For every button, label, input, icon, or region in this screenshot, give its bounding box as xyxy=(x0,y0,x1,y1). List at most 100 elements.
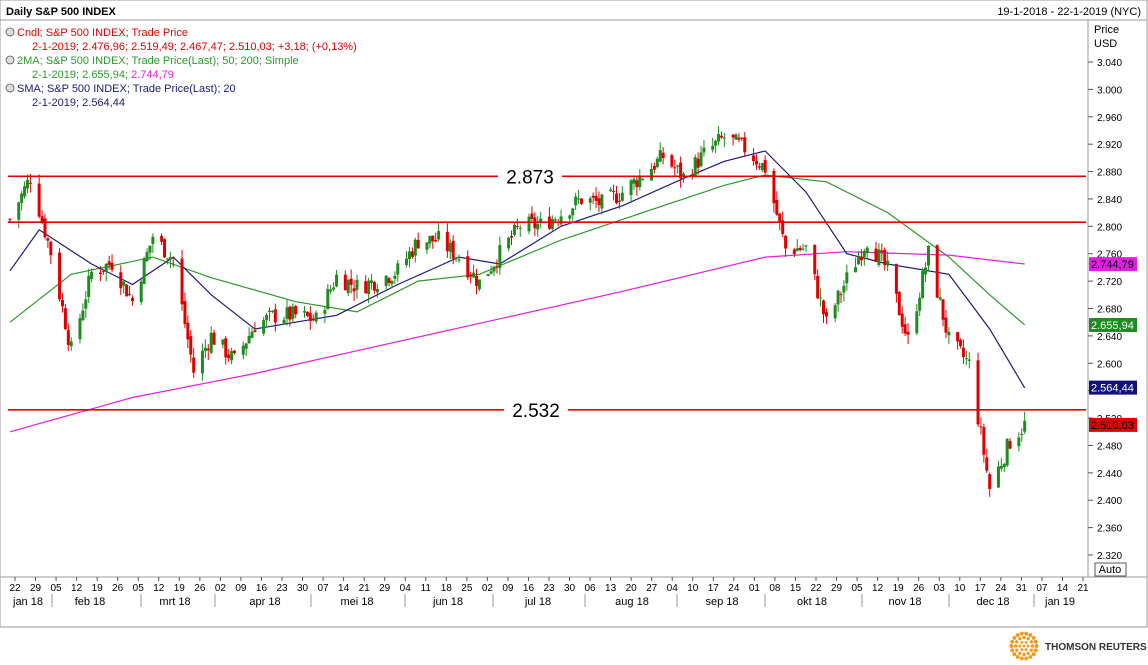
x-month-label: jan 19 xyxy=(1044,596,1075,608)
candle-body xyxy=(40,216,44,222)
candle-body xyxy=(752,155,756,162)
x-tick-label: 13 xyxy=(605,583,617,594)
logo-dot xyxy=(1015,648,1019,652)
candle-body xyxy=(273,309,277,323)
logo-dot xyxy=(1015,640,1019,644)
logo-dot xyxy=(1033,648,1038,653)
candle-body xyxy=(897,291,901,316)
candle-body xyxy=(661,152,665,159)
logo-dot xyxy=(1013,644,1018,648)
x-tick-label: 12 xyxy=(153,583,165,594)
candle-body xyxy=(410,251,414,257)
candle-body xyxy=(291,306,295,319)
candle-body xyxy=(632,179,636,184)
candle-body xyxy=(212,332,216,345)
x-tick-label: 16 xyxy=(523,583,535,594)
candle-body xyxy=(658,150,662,162)
x-tick-label: 26 xyxy=(913,583,925,594)
candle-body xyxy=(941,299,945,320)
candle-body xyxy=(711,145,715,150)
x-tick-label: 04 xyxy=(400,583,412,594)
series-settings-icon[interactable] xyxy=(5,55,15,65)
candle-body xyxy=(25,179,29,189)
y-axis-title-price: Price xyxy=(1094,24,1119,36)
value-badge xyxy=(1089,257,1137,272)
candle-body xyxy=(591,195,595,198)
y-tick-label: 2.440 xyxy=(1097,469,1122,480)
candle-body xyxy=(959,339,963,347)
x-month-label: mrt 18 xyxy=(159,596,190,608)
candle-body xyxy=(900,313,904,327)
candle-body xyxy=(693,157,697,176)
candle-body xyxy=(702,147,706,153)
candle-body xyxy=(163,239,167,258)
candle-body xyxy=(203,347,207,352)
candle-body xyxy=(824,311,828,317)
candle-body xyxy=(171,257,175,259)
value-badge xyxy=(1089,317,1137,332)
candle-body xyxy=(781,220,785,234)
logo-dot xyxy=(1029,648,1034,652)
candle-body xyxy=(579,198,583,204)
candle-body xyxy=(947,331,951,336)
candle-body xyxy=(288,306,292,320)
candle-body xyxy=(536,223,540,230)
candle-body xyxy=(160,235,164,242)
candle-body xyxy=(405,258,409,266)
y-tick-label: 2.400 xyxy=(1097,496,1122,507)
logo-dot xyxy=(1019,631,1024,636)
x-tick-label: 25 xyxy=(461,583,473,594)
candle-body xyxy=(241,345,245,355)
auto-scale-button[interactable] xyxy=(1094,562,1127,577)
x-tick-label: 15 xyxy=(790,583,802,594)
candle-body xyxy=(862,250,866,258)
candle-body xyxy=(308,313,312,322)
candle-body xyxy=(247,335,251,344)
chart-title: Daily S&P 500 INDEX xyxy=(6,6,117,18)
candle-body xyxy=(145,252,149,262)
x-tick-label: 03 xyxy=(934,583,946,594)
candle-body xyxy=(571,208,575,216)
candle-body xyxy=(294,306,298,315)
candle-body xyxy=(84,299,88,309)
x-tick-label: 09 xyxy=(502,583,514,594)
candle-body xyxy=(477,279,481,290)
candle-body xyxy=(641,178,645,180)
series-settings-icon[interactable] xyxy=(5,83,15,93)
legend-sma-line1: SMA; S&P 500 INDEX; Trade Price(Last); 2… xyxy=(17,83,236,95)
candle-body xyxy=(883,249,887,266)
y-tick-label: 2.600 xyxy=(1097,359,1122,370)
series-settings-icon[interactable] xyxy=(5,27,15,37)
date-range: 19-1-2018 - 22-1-2019 (NYC) xyxy=(997,6,1141,18)
x-tick-label: 04 xyxy=(667,583,679,594)
logo-dot xyxy=(1030,644,1035,648)
candles xyxy=(8,126,1027,497)
y-tick-label: 2.880 xyxy=(1097,168,1122,179)
candle-body xyxy=(772,170,776,204)
candle-body xyxy=(416,239,420,249)
candle-body xyxy=(8,219,12,221)
candle-body xyxy=(588,198,592,203)
candle-body xyxy=(285,307,289,319)
value-badge-label: 2.510,03 xyxy=(1091,420,1134,432)
legend-item-2ma[interactable]: 2MA; S&P 500 INDEX; Trade Price(Last); 5… xyxy=(5,55,299,81)
candle-body xyxy=(349,278,353,285)
candle-body xyxy=(46,238,50,241)
legend-item-sma[interactable]: SMA; S&P 500 INDEX; Trade Price(Last); 2… xyxy=(5,83,236,109)
level-label: 2.873 xyxy=(506,167,554,188)
candle-body xyxy=(110,262,114,270)
candle-body xyxy=(168,257,172,260)
candle-body xyxy=(407,251,411,260)
candle-body xyxy=(609,189,613,192)
candle-body xyxy=(151,236,155,244)
candle-body xyxy=(454,257,458,259)
legend-item-candle[interactable]: Cndl; S&P 500 INDEX; Trade Price 2-1-201… xyxy=(5,27,357,53)
candle-body xyxy=(314,312,318,322)
logo-dot xyxy=(1024,656,1029,661)
candle-body xyxy=(985,457,989,471)
candle-body xyxy=(967,359,971,361)
value-badge-label: 2.564,44 xyxy=(1091,383,1134,395)
candle-body xyxy=(792,249,796,254)
candle-body xyxy=(125,284,129,297)
